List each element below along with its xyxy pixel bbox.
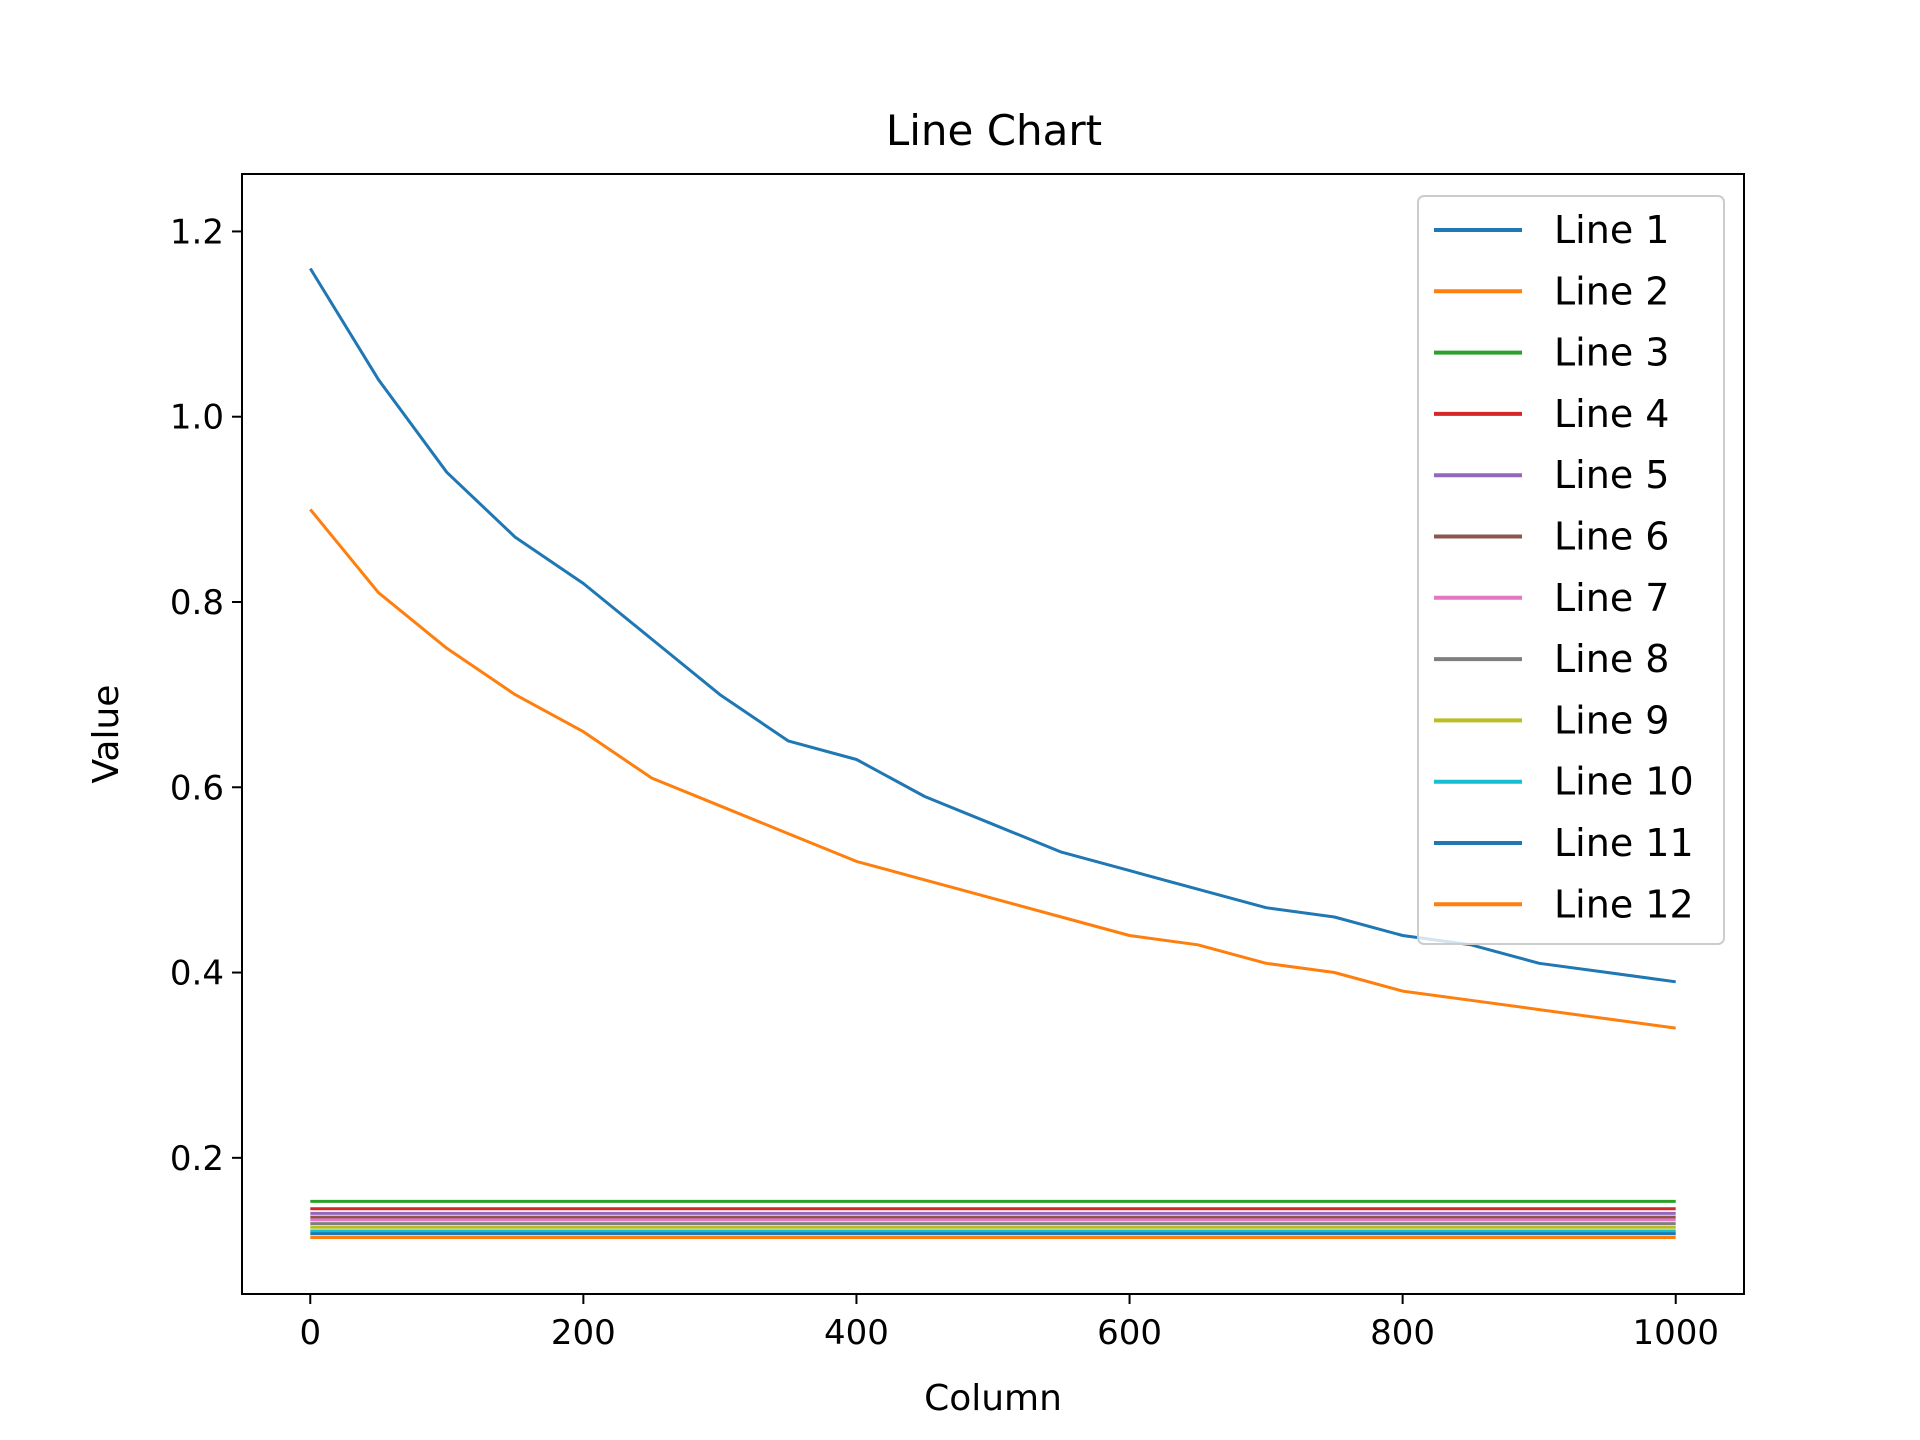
y-tick-label: 1.0: [170, 398, 224, 438]
legend-frame: [1417, 195, 1725, 945]
y-tick-label: 0.4: [170, 954, 224, 994]
legend-label-5: Line 5: [1554, 453, 1669, 497]
legend-label-6: Line 6: [1554, 515, 1669, 559]
legend-label-8: Line 8: [1554, 637, 1669, 681]
y-tick-label: 0.8: [170, 583, 224, 623]
legend: Line 1 Line 2 Line 3 Line 4 Line 5 Line 6 Line…: [1417, 195, 1725, 945]
legend-label-2: Line 2: [1554, 269, 1669, 313]
x-tick-label: 1000: [1632, 1313, 1719, 1353]
y-tick-label: 0.2: [170, 1139, 224, 1179]
y-axis: 0.2 0.4 0.6 0.8 1.0 1.2: [170, 212, 242, 1179]
series-layer: [309, 267, 1676, 1239]
x-tick-label: 200: [551, 1313, 616, 1353]
x-axis: 0 200 400 600 800 1000: [299, 1294, 1719, 1353]
x-tick-label: 0: [299, 1313, 321, 1353]
legend-label-4: Line 4: [1554, 392, 1669, 436]
legend-label-12: Line 12: [1554, 882, 1694, 926]
y-axis-title: Value: [86, 685, 127, 784]
x-axis-title: Column: [924, 1378, 1062, 1419]
y-tick-label: 1.2: [170, 212, 224, 252]
legend-label-1: Line 1: [1554, 208, 1669, 252]
legend-label-7: Line 7: [1554, 576, 1669, 620]
legend-label-3: Line 3: [1554, 331, 1669, 375]
x-tick-label: 800: [1370, 1313, 1435, 1353]
y-tick-label: 0.6: [170, 768, 224, 808]
series-line-2: [309, 508, 1676, 1030]
x-tick-label: 600: [1097, 1313, 1162, 1353]
legend-label-9: Line 9: [1554, 698, 1669, 742]
x-tick-label: 400: [824, 1313, 889, 1353]
chart-title: Line Chart: [886, 106, 1102, 155]
legend-label-11: Line 11: [1554, 821, 1694, 865]
legend-label-10: Line 10: [1554, 760, 1694, 804]
plot-frame: [241, 173, 1745, 1295]
